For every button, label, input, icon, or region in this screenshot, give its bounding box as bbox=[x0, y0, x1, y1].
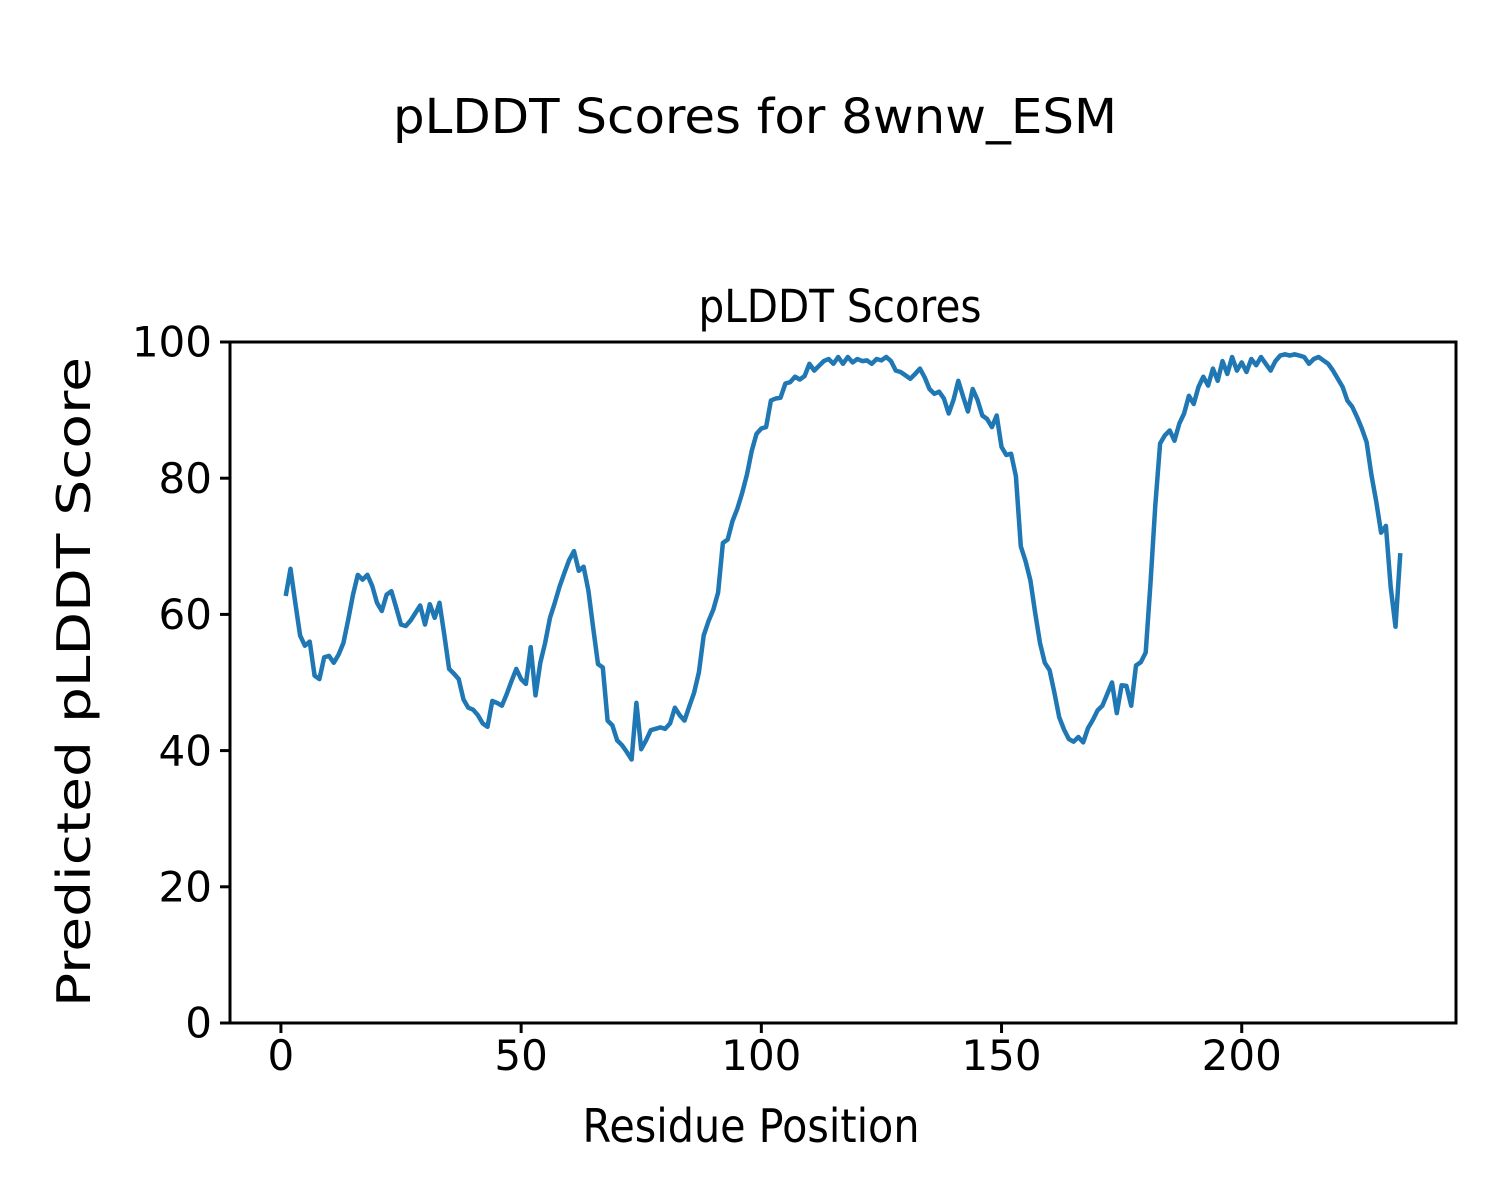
y-axis: 0 20 40 60 80 100 bbox=[132, 318, 230, 1048]
x-axis-label: Residue Position bbox=[583, 1099, 920, 1153]
axes-title: pLDDT Scores bbox=[699, 280, 982, 333]
plddt-score-line bbox=[283, 352, 1403, 762]
x-tick-label: 100 bbox=[721, 1031, 801, 1080]
figure-title: pLDDT Scores for 8wnw_ESM bbox=[393, 89, 1117, 145]
y-axis-label: Predicted pLDDT Score bbox=[47, 357, 101, 1007]
y-tick-label: 20 bbox=[159, 863, 212, 912]
x-axis: 0 50 100 150 200 bbox=[268, 1023, 1282, 1080]
y-tick-label: 100 bbox=[132, 318, 212, 367]
y-tick-label: 40 bbox=[159, 726, 212, 775]
y-tick-label: 60 bbox=[159, 590, 212, 639]
x-tick-label: 0 bbox=[268, 1031, 295, 1080]
axes-frame bbox=[228, 340, 1458, 1025]
x-tick-label: 50 bbox=[494, 1031, 547, 1080]
x-tick-label: 150 bbox=[961, 1031, 1041, 1080]
y-tick-label: 0 bbox=[185, 999, 212, 1048]
x-tick-label: 200 bbox=[1202, 1031, 1282, 1080]
y-tick-label: 80 bbox=[159, 454, 212, 503]
